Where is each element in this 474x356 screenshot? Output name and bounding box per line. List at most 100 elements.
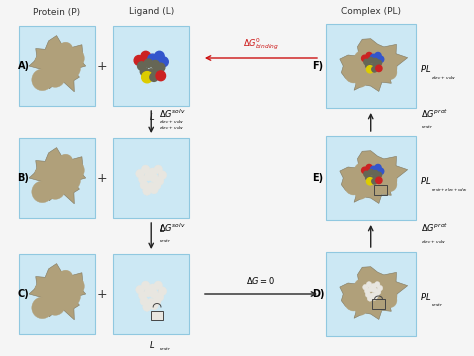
- Text: B): B): [18, 173, 29, 183]
- Circle shape: [368, 295, 383, 312]
- Circle shape: [141, 51, 151, 61]
- Text: $_{restr}$: $_{restr}$: [421, 125, 434, 131]
- Text: $\Delta G = 0$: $\Delta G = 0$: [246, 274, 275, 286]
- Circle shape: [371, 283, 376, 289]
- Circle shape: [46, 276, 67, 297]
- Circle shape: [52, 160, 66, 174]
- Circle shape: [64, 160, 84, 181]
- Circle shape: [64, 170, 80, 185]
- Circle shape: [370, 66, 381, 78]
- Bar: [113, 26, 189, 106]
- Bar: [326, 252, 416, 336]
- Polygon shape: [340, 151, 408, 204]
- Circle shape: [153, 297, 161, 305]
- Circle shape: [369, 284, 391, 306]
- Bar: [151, 311, 163, 320]
- Circle shape: [141, 281, 150, 290]
- Circle shape: [368, 57, 374, 63]
- Bar: [113, 254, 189, 334]
- Circle shape: [365, 288, 370, 294]
- Circle shape: [366, 52, 372, 59]
- Circle shape: [46, 295, 65, 315]
- Text: Complex (PL): Complex (PL): [341, 7, 401, 16]
- Bar: [374, 185, 387, 195]
- Circle shape: [154, 281, 163, 290]
- Circle shape: [376, 60, 382, 66]
- Text: $_{restr+elec+vdw}$: $_{restr+elec+vdw}$: [431, 187, 467, 194]
- Circle shape: [64, 58, 80, 73]
- Circle shape: [154, 165, 163, 174]
- Circle shape: [159, 57, 168, 67]
- Circle shape: [142, 72, 153, 83]
- Circle shape: [370, 176, 375, 181]
- Text: Ligand (L): Ligand (L): [128, 7, 174, 16]
- Circle shape: [364, 59, 369, 65]
- Bar: [326, 136, 416, 220]
- Circle shape: [52, 276, 66, 290]
- Text: $PL$: $PL$: [419, 63, 431, 74]
- Text: C): C): [18, 289, 29, 299]
- Bar: [18, 26, 95, 106]
- Circle shape: [64, 279, 74, 290]
- Circle shape: [375, 52, 381, 59]
- Circle shape: [355, 303, 367, 315]
- Circle shape: [372, 163, 382, 173]
- Circle shape: [366, 164, 372, 171]
- Text: $_{restr}$: $_{restr}$: [159, 239, 172, 245]
- Circle shape: [366, 66, 374, 73]
- Text: $_{elec+vdw}$: $_{elec+vdw}$: [421, 239, 447, 246]
- Circle shape: [148, 54, 157, 64]
- Circle shape: [44, 72, 54, 82]
- Circle shape: [156, 71, 165, 81]
- Circle shape: [376, 172, 382, 178]
- Circle shape: [155, 293, 164, 301]
- Circle shape: [32, 69, 53, 91]
- Circle shape: [366, 178, 374, 185]
- Circle shape: [370, 294, 381, 305]
- Circle shape: [158, 171, 167, 179]
- Circle shape: [351, 61, 366, 77]
- Circle shape: [368, 280, 381, 293]
- Circle shape: [137, 62, 146, 70]
- Circle shape: [383, 293, 397, 308]
- Circle shape: [140, 297, 148, 305]
- Circle shape: [150, 73, 158, 82]
- Circle shape: [144, 172, 153, 181]
- Circle shape: [385, 62, 397, 74]
- Circle shape: [47, 273, 67, 294]
- Circle shape: [64, 51, 74, 62]
- Text: +: +: [97, 288, 108, 300]
- Circle shape: [374, 282, 380, 287]
- Circle shape: [154, 67, 162, 76]
- Circle shape: [138, 175, 147, 184]
- Circle shape: [150, 185, 158, 194]
- Circle shape: [46, 48, 67, 69]
- Circle shape: [369, 168, 391, 190]
- Circle shape: [372, 179, 377, 184]
- Text: Protein (P): Protein (P): [33, 7, 80, 16]
- Circle shape: [138, 291, 147, 300]
- Text: $PL$: $PL$: [419, 176, 431, 187]
- Polygon shape: [340, 39, 408, 91]
- Circle shape: [143, 303, 151, 311]
- Circle shape: [368, 179, 383, 195]
- Circle shape: [35, 56, 46, 67]
- Text: $\Delta G^{solv}$: $\Delta G^{solv}$: [159, 108, 186, 120]
- Text: $\Delta G^{solv}$: $\Delta G^{solv}$: [159, 222, 186, 234]
- Circle shape: [351, 173, 366, 189]
- Text: $L$: $L$: [149, 110, 155, 121]
- Circle shape: [377, 285, 383, 291]
- Circle shape: [147, 298, 155, 307]
- Circle shape: [366, 282, 372, 287]
- Circle shape: [35, 284, 46, 294]
- Circle shape: [148, 168, 157, 177]
- Circle shape: [153, 181, 161, 189]
- Circle shape: [60, 66, 73, 79]
- Circle shape: [58, 42, 73, 57]
- Circle shape: [365, 44, 375, 54]
- Circle shape: [365, 63, 371, 68]
- Circle shape: [378, 168, 384, 174]
- Bar: [18, 138, 95, 218]
- Bar: [113, 138, 189, 218]
- Circle shape: [345, 296, 358, 309]
